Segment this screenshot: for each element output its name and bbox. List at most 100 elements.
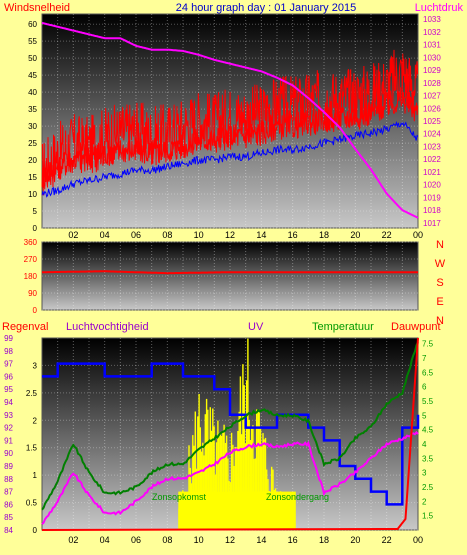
x-tick-label: 00 xyxy=(413,230,423,240)
humidity-axis: 84 85 86 87 88 89 90 91 92 93 94 95 96 97 98 99 xyxy=(4,334,13,535)
x-tick-label: 18 xyxy=(319,230,329,240)
x-tick-label: 14 xyxy=(256,230,266,240)
x-tick-label: 02 xyxy=(68,230,78,240)
pressure-label: Luchtdruk xyxy=(415,2,464,14)
y-tick-label: 35 xyxy=(28,105,37,114)
compass-label: N xyxy=(436,239,444,251)
uv-bar xyxy=(248,419,250,530)
y-tick-label: 90 xyxy=(4,449,13,458)
x-tick-label: 16 xyxy=(288,230,298,240)
hour-axis-bottom: 02 04 06 08 10 12 14 16 18 20 22 00 xyxy=(68,535,423,545)
y-tick-label: 1028 xyxy=(423,79,441,88)
uv-bar xyxy=(259,428,262,530)
uv-bar xyxy=(256,409,258,530)
y-tick-label: 1026 xyxy=(423,104,441,113)
x-tick-label: 10 xyxy=(194,230,204,240)
y-tick-label: 86 xyxy=(4,500,13,509)
uv-bar xyxy=(192,435,194,530)
uv-bar xyxy=(213,426,215,530)
uv-bar xyxy=(199,427,201,530)
y-tick-label: 88 xyxy=(4,475,13,484)
y-tick-label: 6.5 xyxy=(422,368,434,377)
y-tick-label: 360 xyxy=(24,238,38,247)
y-tick-label: 7.5 xyxy=(422,340,434,349)
x-tick-label: 08 xyxy=(162,535,172,545)
y-tick-label: 1030 xyxy=(423,53,441,62)
uv-bar xyxy=(193,445,195,530)
sunrise-label: Zonsopkomst xyxy=(152,492,207,502)
x-tick-label: 12 xyxy=(225,230,235,240)
rain-axis: 0 0.5 1 1.5 2 2.5 3 xyxy=(26,361,38,535)
y-tick-label: 1024 xyxy=(423,130,441,139)
uv-bar xyxy=(247,338,249,530)
uv-bar xyxy=(246,380,248,530)
uv-bar xyxy=(208,440,210,530)
uv-bar xyxy=(220,435,223,530)
uv-bar xyxy=(237,431,239,530)
y-tick-label: 94 xyxy=(4,398,13,407)
y-tick-label: 89 xyxy=(4,462,13,471)
uv-bar xyxy=(251,428,253,530)
humidity-label: Luchtvochtigheid xyxy=(66,321,149,333)
x-tick-label: 04 xyxy=(100,230,110,240)
uv-bar xyxy=(263,439,265,530)
x-tick-label: 00 xyxy=(413,535,423,545)
y-tick-label: 1025 xyxy=(423,117,441,126)
uv-bar xyxy=(188,445,190,530)
uv-bar xyxy=(239,376,242,530)
uv-bar xyxy=(223,424,225,530)
uv-bar xyxy=(215,442,218,530)
rain-series xyxy=(41,337,420,531)
x-tick-label: 20 xyxy=(350,230,360,240)
uv-bar xyxy=(204,414,206,530)
y-tick-label: 1.5 xyxy=(26,444,38,453)
rain-line xyxy=(41,337,419,531)
x-tick-label: 10 xyxy=(194,535,204,545)
pressure-axis: 1017 1018 1019 1020 1021 1022 1023 1024 1025 1026… xyxy=(423,15,441,228)
dewpoint-line xyxy=(41,430,419,525)
y-tick-label: 1019 xyxy=(423,193,441,202)
y-tick-label: 1023 xyxy=(423,142,441,151)
uv-bar xyxy=(218,434,220,530)
uv-bar xyxy=(243,385,245,530)
y-tick-label: 30 xyxy=(28,122,37,131)
rain-label: Regenval xyxy=(2,321,48,333)
humidity-line xyxy=(42,362,420,506)
uv-bar xyxy=(261,446,263,530)
direction-plot-area xyxy=(41,241,419,311)
y-tick-label: 97 xyxy=(4,360,13,369)
y-tick-label: 1031 xyxy=(423,41,441,50)
y-tick-label: 1020 xyxy=(423,181,441,190)
direction-axis: 0 90 180 270 360 xyxy=(24,238,38,315)
y-tick-label: 20 xyxy=(28,156,37,165)
y-tick-label: 1032 xyxy=(423,28,441,37)
uv-bar xyxy=(200,451,203,530)
y-tick-label: 5 xyxy=(422,411,427,420)
y-tick-label: 2 xyxy=(422,497,427,506)
y-tick-label: 1 xyxy=(33,471,38,480)
sunset-label: Zonsondergang xyxy=(266,492,329,502)
compass-label: W xyxy=(435,258,446,270)
uv-bar xyxy=(205,398,208,530)
uv-bar xyxy=(264,437,267,530)
y-tick-label: 4 xyxy=(422,440,427,449)
y-tick-label: 1033 xyxy=(423,15,441,24)
chart-title: 24 hour graph day : 01 January 2015 xyxy=(176,2,356,14)
x-tick-label: 14 xyxy=(256,535,266,545)
uv-bar xyxy=(194,411,196,530)
uv-bar xyxy=(257,412,259,530)
uv-bar xyxy=(241,434,243,530)
uv-bar xyxy=(232,444,234,530)
uv-area xyxy=(178,491,296,530)
y-tick-label: 0 xyxy=(33,224,38,233)
temperature-line xyxy=(41,341,419,511)
y-tick-label: 96 xyxy=(4,372,13,381)
hour-axis: 02 04 06 08 10 12 14 16 18 20 22 00 xyxy=(68,230,423,240)
uv-bar xyxy=(238,411,240,530)
uv-bar xyxy=(262,433,264,530)
wind-line xyxy=(41,87,419,188)
uv-label: UV xyxy=(248,321,264,333)
